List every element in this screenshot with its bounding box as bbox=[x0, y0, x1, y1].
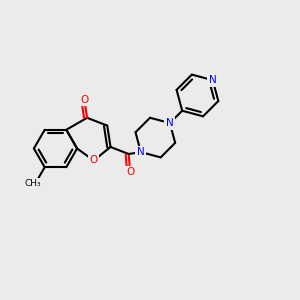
Text: N: N bbox=[137, 147, 145, 157]
Text: N: N bbox=[166, 118, 174, 128]
Text: O: O bbox=[90, 155, 98, 166]
Text: O: O bbox=[80, 95, 88, 105]
Text: O: O bbox=[126, 167, 134, 177]
Text: N: N bbox=[209, 75, 217, 85]
Text: CH₃: CH₃ bbox=[24, 178, 41, 188]
